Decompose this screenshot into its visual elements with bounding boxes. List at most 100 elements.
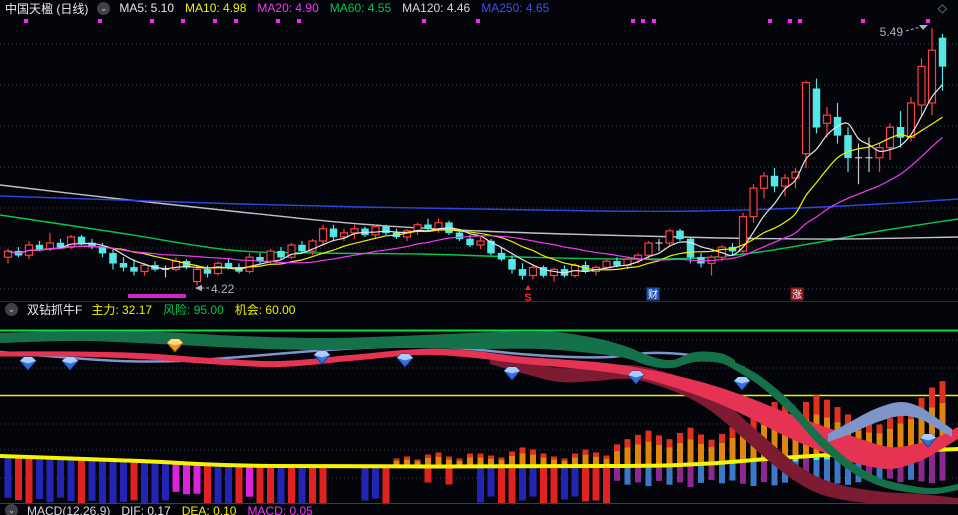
indicator-metrics: 主力: 32.17 风险: 95.00 机会: 60.00 bbox=[91, 301, 306, 318]
hist-bar bbox=[582, 467, 589, 502]
sub-bar bbox=[666, 465, 673, 485]
vol-bar-top bbox=[708, 439, 715, 447]
hist-bar bbox=[529, 467, 537, 497]
macd-items-item: MACD(12,26,9) bbox=[27, 504, 111, 515]
sub-bar bbox=[845, 458, 851, 485]
ma-legend-item: MA60: 4.55 bbox=[329, 1, 392, 15]
diamond-icon[interactable]: ◇ bbox=[937, 1, 947, 15]
vol-bar bbox=[540, 457, 547, 466]
vol-bar bbox=[740, 434, 746, 461]
vol-bar bbox=[771, 419, 778, 458]
signal-dot bbox=[24, 19, 28, 23]
vol-bar-top bbox=[750, 415, 757, 430]
maroon-band bbox=[490, 356, 958, 503]
vol-bar bbox=[929, 407, 935, 450]
vol-bar bbox=[467, 457, 473, 466]
hist-bar bbox=[477, 467, 484, 503]
sell-signal: S bbox=[524, 292, 531, 304]
sub-bar bbox=[635, 466, 641, 483]
sub-bar-cap bbox=[824, 456, 830, 460]
vol-bar bbox=[561, 460, 568, 466]
p2-metrics-item: 机会: 60.00 bbox=[234, 303, 296, 317]
vol-bar-top bbox=[572, 453, 578, 458]
vol-bar bbox=[887, 428, 893, 452]
hist-bar bbox=[172, 463, 180, 492]
indicator-title: 双钻抓牛F bbox=[27, 303, 83, 317]
vol-bar bbox=[645, 441, 652, 465]
hist-bar bbox=[550, 467, 558, 503]
candle-up bbox=[738, 216, 748, 252]
candle-up bbox=[350, 228, 359, 234]
candle-up bbox=[266, 250, 275, 262]
vol-bar bbox=[729, 437, 736, 462]
vol-bar-top bbox=[635, 434, 641, 445]
hist-bar bbox=[603, 467, 610, 503]
hist-bar bbox=[4, 457, 12, 498]
vol-bar bbox=[498, 460, 505, 466]
price-annotation: 4.22 bbox=[211, 282, 235, 296]
candle-down bbox=[35, 244, 44, 250]
vol-bar bbox=[582, 454, 589, 466]
candle-up bbox=[801, 82, 811, 155]
macd-items-item: MACD: 0.05 bbox=[247, 504, 313, 515]
vol-bar-top bbox=[519, 447, 526, 454]
chevron-down-icon[interactable]: ⌄ bbox=[5, 504, 18, 515]
signal-dot bbox=[213, 19, 217, 23]
vol-bar bbox=[509, 455, 515, 466]
hist-bar bbox=[309, 467, 316, 503]
hist-bar bbox=[508, 467, 516, 503]
hist-bar bbox=[225, 465, 232, 503]
vol-bar-top bbox=[897, 410, 904, 424]
vol-bar-top bbox=[582, 449, 589, 455]
chevron-down-icon[interactable]: ⌄ bbox=[97, 1, 111, 15]
event-badge bbox=[790, 287, 804, 301]
vol-bar bbox=[908, 419, 914, 451]
vol-bar-top bbox=[824, 399, 830, 418]
hist-bar bbox=[424, 467, 432, 483]
ma-line-MA60 bbox=[0, 214, 958, 260]
sub-bar bbox=[939, 450, 946, 481]
candle-up bbox=[308, 240, 317, 252]
sub-bar bbox=[876, 456, 883, 482]
sub-bar bbox=[645, 466, 652, 487]
vol-bar-top bbox=[834, 407, 841, 423]
vol-bar-top bbox=[876, 424, 883, 434]
hist-bar bbox=[361, 467, 369, 501]
vol-bar-top bbox=[845, 414, 851, 427]
candle-up bbox=[644, 242, 653, 256]
hist-bar bbox=[246, 466, 253, 497]
sub-bar bbox=[624, 466, 631, 485]
hist-bar bbox=[78, 460, 85, 503]
vol-bar bbox=[782, 422, 788, 458]
sub-bar bbox=[918, 451, 925, 482]
candle-down bbox=[203, 269, 212, 274]
green-tail bbox=[735, 362, 958, 495]
vol-bar-top bbox=[435, 452, 442, 457]
ma-legend-item: MA10: 4.98 bbox=[185, 1, 247, 15]
vol-bar-top bbox=[603, 455, 610, 459]
candle-up bbox=[780, 177, 790, 187]
vol-bar bbox=[624, 447, 631, 466]
hist-bar bbox=[15, 458, 22, 501]
vol-bar-top bbox=[666, 439, 673, 448]
candle-up bbox=[287, 244, 296, 258]
vol-bar-top bbox=[393, 458, 400, 461]
ma-legend-item: MA250: 4.65 bbox=[481, 1, 550, 15]
vol-bar bbox=[393, 460, 400, 466]
candle-up bbox=[339, 232, 349, 238]
chevron-down-icon[interactable]: ⌄ bbox=[5, 303, 18, 316]
hist-bar bbox=[25, 458, 33, 503]
vol-bar-top bbox=[813, 395, 820, 415]
sub-bar bbox=[813, 460, 820, 485]
steelblue-band bbox=[828, 401, 952, 442]
hist-bar bbox=[235, 466, 243, 503]
candle-up bbox=[192, 268, 202, 283]
vol-bar-top bbox=[614, 444, 620, 452]
hist-bar bbox=[267, 467, 274, 503]
vol-bar-top bbox=[624, 439, 631, 448]
ma-line-MA10 bbox=[7, 116, 943, 271]
vol-bar-top bbox=[939, 381, 946, 403]
vol-bar-top bbox=[509, 451, 515, 456]
vol-bar-top bbox=[918, 397, 925, 415]
